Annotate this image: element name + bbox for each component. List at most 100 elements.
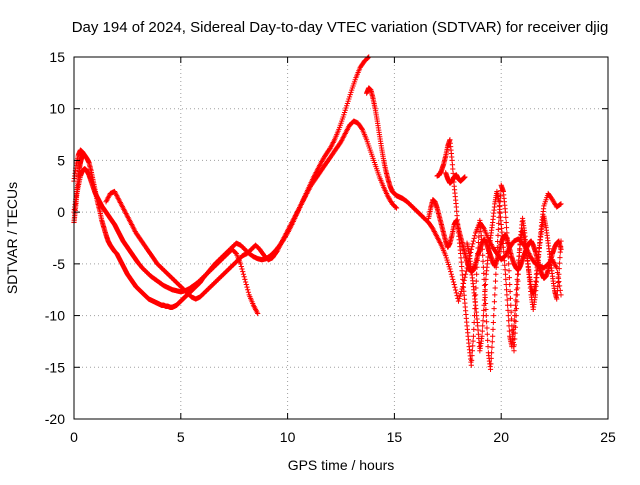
- data-point: [501, 253, 507, 259]
- series-sat-g: [425, 197, 564, 281]
- data-point: [506, 328, 512, 334]
- data-point: [245, 287, 251, 293]
- data-point: [512, 307, 518, 313]
- data-point: [469, 357, 475, 363]
- data-point: [508, 316, 515, 322]
- y-tick-label: -5: [53, 256, 66, 272]
- data-point: [245, 289, 252, 295]
- data-point: [346, 96, 352, 102]
- data-point: [238, 261, 244, 267]
- data-point: [456, 296, 462, 302]
- data-point: [482, 281, 489, 288]
- data-point: [449, 274, 455, 280]
- data-point: [506, 275, 512, 281]
- data-point: [343, 105, 349, 111]
- data-point: [470, 333, 477, 339]
- data-point: [488, 350, 495, 356]
- data-point: [513, 287, 520, 293]
- data-point: [239, 266, 245, 272]
- data-point: [470, 343, 476, 349]
- data-point: [514, 281, 520, 288]
- data-point: [479, 333, 485, 339]
- data-point: [79, 151, 86, 157]
- data-point: [488, 361, 494, 367]
- x-tick-label: 20: [493, 429, 509, 445]
- data-point: [506, 323, 512, 329]
- data-point: [448, 271, 454, 277]
- data-point: [365, 55, 371, 61]
- data-point: [514, 276, 520, 282]
- y-tick-label: -15: [45, 359, 65, 375]
- y-tick-label: -20: [45, 411, 65, 427]
- data-point: [490, 319, 496, 326]
- data-point: [448, 269, 454, 275]
- data-point: [512, 312, 518, 319]
- data-point: [505, 307, 511, 313]
- data-point: [488, 355, 494, 361]
- data-point: [455, 298, 462, 304]
- data-point: [443, 255, 449, 261]
- data-point: [503, 281, 509, 288]
- data-point: [501, 249, 507, 255]
- data-point: [341, 112, 347, 118]
- data-point: [504, 292, 510, 298]
- data-point: [482, 292, 488, 298]
- series-sat-c: [103, 118, 400, 302]
- data-point: [502, 271, 509, 277]
- data-point: [450, 276, 456, 282]
- series-sat-h: [443, 170, 468, 186]
- data-point: [450, 279, 457, 285]
- data-point: [474, 271, 480, 277]
- data-point: [504, 297, 510, 303]
- y-axis-label: SDTVAR / TECUs: [4, 182, 20, 294]
- data-point: [469, 348, 475, 354]
- data-point: [557, 201, 563, 207]
- data-point: [513, 297, 519, 303]
- data-point: [493, 271, 499, 277]
- data-point: [470, 238, 477, 244]
- data-point: [340, 114, 346, 120]
- data-point: [480, 318, 486, 324]
- y-tick-label: 0: [57, 204, 65, 220]
- data-point: [512, 302, 519, 308]
- data-point: [505, 312, 511, 319]
- data-point: [481, 270, 487, 276]
- y-tick-label: 5: [57, 152, 65, 168]
- data-point: [462, 174, 468, 180]
- x-tick-label: 25: [600, 429, 616, 445]
- data-point: [471, 235, 477, 241]
- data-point: [484, 319, 490, 325]
- data-point: [244, 284, 250, 290]
- data-point: [481, 307, 487, 313]
- data-point: [344, 100, 351, 107]
- data-point: [492, 278, 499, 284]
- data-points: [71, 54, 564, 372]
- data-point: [242, 276, 248, 282]
- data-point: [243, 281, 249, 288]
- data-point: [554, 265, 560, 271]
- x-axis-label: GPS time / hours: [288, 457, 395, 473]
- data-point: [492, 285, 498, 291]
- data-point: [485, 344, 491, 350]
- data-point: [480, 252, 486, 258]
- data-point: [487, 366, 494, 372]
- data-point: [502, 262, 508, 268]
- data-point: [506, 318, 512, 324]
- data-point: [469, 352, 475, 359]
- data-point: [495, 226, 501, 232]
- x-tick-label: 15: [387, 429, 403, 445]
- data-point: [348, 89, 354, 95]
- data-point: [503, 214, 509, 220]
- data-point: [345, 98, 351, 104]
- y-tick-label: -10: [45, 308, 65, 324]
- data-point: [506, 268, 512, 274]
- data-point: [502, 267, 508, 273]
- data-point: [341, 109, 348, 116]
- data-point: [453, 287, 459, 293]
- data-point: [503, 225, 510, 231]
- data-point: [505, 302, 511, 308]
- data-point: [484, 331, 490, 337]
